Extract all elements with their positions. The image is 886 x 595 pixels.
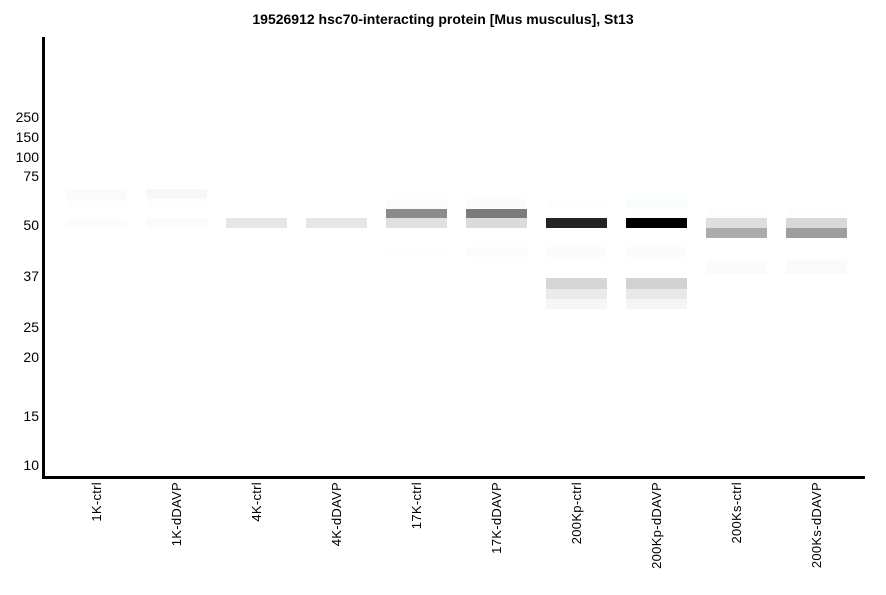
gel-band [546,299,607,309]
gel-band [706,208,767,218]
lane-label: 200Kp-dDAVP [648,482,664,569]
y-tick-label: 250 [15,109,39,125]
gel-band [626,299,687,309]
y-axis-line [42,37,45,478]
gel-band [546,289,607,299]
lane-label: 17K-ctrl [408,482,424,530]
gel-band [626,278,687,289]
lane-label: 1K-dDAVP [168,482,184,547]
y-tick-label: 100 [15,149,39,165]
gel-band [546,218,607,228]
lane-label: 4K-ctrl [248,482,264,522]
gel-band [386,247,447,257]
y-tick-label: 10 [23,457,39,473]
gel-band [786,208,847,218]
gel-band [546,247,607,257]
gel-band [706,228,767,238]
gel-band [386,209,447,218]
gel-band [786,218,847,228]
lane-label: 4K-dDAVP [328,482,344,547]
gel-band [146,189,207,199]
gel-band [786,260,847,274]
gel-band [706,218,767,228]
gel-band [706,260,767,274]
gel-band [146,199,207,209]
gel-band [386,218,447,228]
gel-band [786,228,847,238]
y-tick-label: 50 [23,217,39,233]
gel-band [466,247,527,257]
gel-band [226,218,287,228]
gel-band [306,218,367,228]
gel-band [626,199,687,209]
lane-label: 1K-ctrl [88,482,104,522]
lane-label: 200Ks-ctrl [728,482,744,544]
y-tick-label: 25 [23,319,39,335]
y-tick-label: 75 [23,168,39,184]
gel-band [626,247,687,257]
lane-label: 200Kp-ctrl [568,482,584,545]
y-tick-label: 15 [23,408,39,424]
y-tick-label: 37 [23,268,39,284]
gel-band [66,189,127,199]
gel-band [386,199,447,209]
lane-label: 200Ks-dDAVP [808,482,824,569]
gel-band [626,218,687,228]
gel-band [466,218,527,228]
y-tick-label: 150 [15,129,39,145]
gel-band [66,218,127,228]
gel-band [626,289,687,299]
x-axis-line [42,476,865,479]
chart-title: 19526912 hsc70-interacting protein [Mus … [252,11,634,27]
gel-band [146,218,207,228]
gel-band [66,199,127,209]
gel-band [546,278,607,289]
gel-band [546,199,607,209]
gel-band [466,199,527,209]
y-tick-label: 20 [23,349,39,365]
lane-label: 17K-dDAVP [488,482,504,554]
gel-band [466,209,527,218]
